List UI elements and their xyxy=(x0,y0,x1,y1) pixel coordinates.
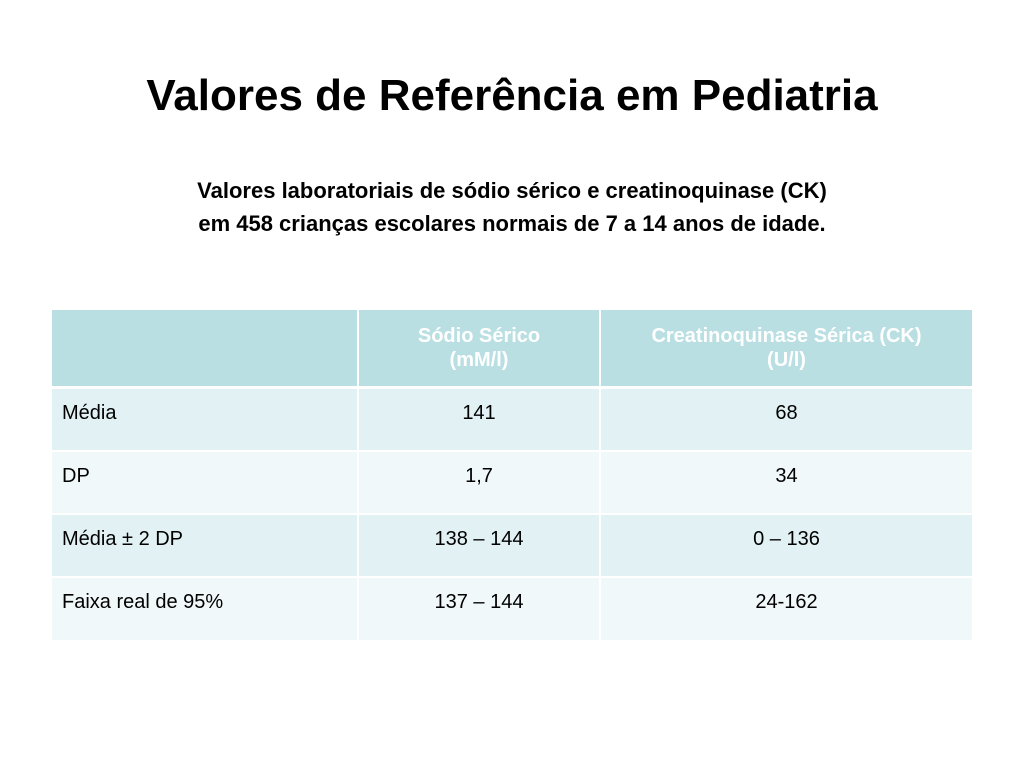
header-ck-unit: (U/l) xyxy=(767,349,806,371)
row-label: DP xyxy=(52,449,358,514)
sodio-value: 141 xyxy=(357,386,600,451)
row-label: Média xyxy=(52,386,358,451)
reference-values-table: Sódio Sérico (mM/l) Creatinoquinase Séri… xyxy=(52,310,972,640)
table-row: Média ± 2 DP 138 – 144 0 – 136 xyxy=(52,512,972,577)
header-ck-name: Creatinoquinase Sérica (CK) xyxy=(651,325,922,347)
sodio-value: 1,7 xyxy=(357,449,600,514)
row-label: Faixa real de 95% xyxy=(52,575,358,640)
sodio-value: 138 – 144 xyxy=(357,512,600,577)
ck-value: 68 xyxy=(599,386,972,451)
table-row: DP 1,7 34 xyxy=(52,449,972,514)
table-row: Faixa real de 95% 137 – 144 24-162 xyxy=(52,575,972,640)
table-row: Média 141 68 xyxy=(52,386,972,451)
ck-value: 24-162 xyxy=(599,575,972,640)
sodio-value: 137 – 144 xyxy=(357,575,600,640)
subtitle-line-2: em 458 crianças escolares normais de 7 a… xyxy=(198,211,826,236)
ck-value: 0 – 136 xyxy=(599,512,972,577)
header-cell-empty xyxy=(52,310,358,389)
ck-value: 34 xyxy=(599,449,972,514)
header-sodio-unit: (mM/l) xyxy=(449,349,509,371)
header-sodio-name: Sódio Sérico xyxy=(417,325,541,347)
table-header-row: Sódio Sérico (mM/l) Creatinoquinase Séri… xyxy=(52,310,972,389)
slide-title: Valores de Referência em Pediatria xyxy=(146,71,878,120)
header-cell-sodio: Sódio Sérico (mM/l) xyxy=(357,310,600,389)
header-cell-ck: Creatinoquinase Sérica (CK) (U/l) xyxy=(599,310,972,389)
subtitle-line-1: Valores laboratoriais de sódio sérico e … xyxy=(197,178,827,203)
slide-subtitle: Valores laboratoriais de sódio sérico e … xyxy=(0,174,1024,240)
row-label: Média ± 2 DP xyxy=(52,512,358,577)
